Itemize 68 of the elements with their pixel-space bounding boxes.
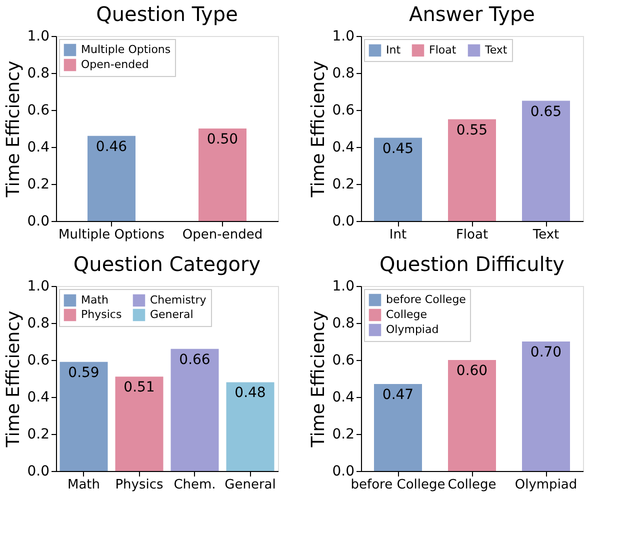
y-tick-label: 0.6 bbox=[332, 352, 355, 368]
y-tick-label: 1.0 bbox=[27, 278, 50, 294]
legend-label: Chemistry bbox=[150, 293, 207, 306]
y-tick-label: 0.4 bbox=[332, 390, 355, 406]
chart-title: Answer Type bbox=[409, 2, 535, 26]
legend-label: College bbox=[386, 308, 428, 321]
x-tick-label: Olympiad bbox=[514, 478, 578, 492]
x-tick-label: Chem. bbox=[174, 478, 216, 492]
legend-label: Math bbox=[81, 293, 109, 306]
y-tick-label: 0.8 bbox=[27, 316, 50, 332]
legend-label: Multiple Options bbox=[81, 43, 171, 56]
y-tick-label: 0.0 bbox=[27, 464, 50, 480]
data-label: 0.66 bbox=[179, 352, 210, 368]
legend-label: Float bbox=[429, 43, 457, 56]
x-tick-label: Int bbox=[389, 228, 407, 242]
y-tick-label: 1.0 bbox=[332, 28, 354, 44]
y-tick-label: 0.2 bbox=[332, 176, 354, 192]
y-tick-label: 0.0 bbox=[27, 214, 50, 230]
y-tick-label: 0.4 bbox=[27, 390, 50, 406]
y-tick-label: 0.8 bbox=[332, 316, 354, 332]
x-tick-label: Text bbox=[532, 228, 560, 242]
y-tick-label: 0.0 bbox=[332, 214, 354, 230]
x-tick-label: Float bbox=[456, 228, 488, 242]
chart-title: Question Type bbox=[96, 2, 238, 26]
legend-label: Open-ended bbox=[81, 58, 149, 71]
y-tick-label: 1.0 bbox=[27, 28, 50, 44]
legend-label: General bbox=[150, 308, 194, 321]
y-tick-label: 0.4 bbox=[332, 140, 355, 156]
y-axis-title: Time Efficiency bbox=[308, 310, 330, 448]
y-tick-label: 0.8 bbox=[332, 66, 354, 82]
legend-label: before College bbox=[386, 293, 466, 306]
y-tick-label: 0.8 bbox=[27, 66, 50, 82]
legend-label: Text bbox=[484, 43, 508, 56]
x-tick-label: before College bbox=[350, 478, 446, 492]
data-label: 0.51 bbox=[124, 380, 155, 396]
x-tick-label: Open-ended bbox=[182, 228, 263, 242]
data-label: 0.48 bbox=[234, 385, 266, 402]
y-axis-title: Time Efficiency bbox=[3, 310, 24, 448]
data-label: 0.50 bbox=[206, 132, 238, 148]
legend-label: Physics bbox=[81, 308, 122, 321]
chart-title: Question Difficulty bbox=[379, 252, 565, 276]
data-label: 0.45 bbox=[382, 140, 414, 157]
y-tick-label: 0.6 bbox=[332, 102, 355, 118]
y-tick-label: 0.2 bbox=[332, 426, 354, 442]
y-axis-title: Time Efficiency bbox=[3, 60, 24, 198]
data-label: 0.59 bbox=[68, 364, 100, 381]
y-tick-label: 0.6 bbox=[27, 352, 50, 368]
x-tick-label: Math bbox=[67, 478, 100, 492]
y-tick-label: 0.2 bbox=[27, 426, 50, 442]
x-tick-label: Multiple Options bbox=[58, 228, 165, 242]
x-tick-label: Physics bbox=[115, 478, 164, 492]
data-label: 0.46 bbox=[96, 138, 128, 155]
data-label: 0.47 bbox=[382, 387, 414, 404]
y-axis-title: Time Efficiency bbox=[308, 60, 330, 198]
legend-label: Int bbox=[386, 43, 402, 56]
legend-label: Olympiad bbox=[386, 323, 439, 336]
data-label: 0.70 bbox=[530, 344, 562, 360]
data-label: 0.60 bbox=[456, 363, 488, 379]
x-tick-label: College bbox=[448, 478, 496, 492]
y-tick-label: 0.6 bbox=[27, 102, 50, 118]
data-label: 0.65 bbox=[530, 104, 562, 120]
y-tick-label: 0.0 bbox=[332, 464, 354, 480]
x-tick-label: General bbox=[224, 478, 276, 492]
chart-title: Question Category bbox=[73, 252, 261, 276]
y-tick-label: 1.0 bbox=[332, 278, 354, 294]
data-label: 0.55 bbox=[456, 122, 488, 138]
y-tick-label: 0.2 bbox=[27, 176, 50, 192]
y-tick-label: 0.4 bbox=[27, 140, 50, 156]
